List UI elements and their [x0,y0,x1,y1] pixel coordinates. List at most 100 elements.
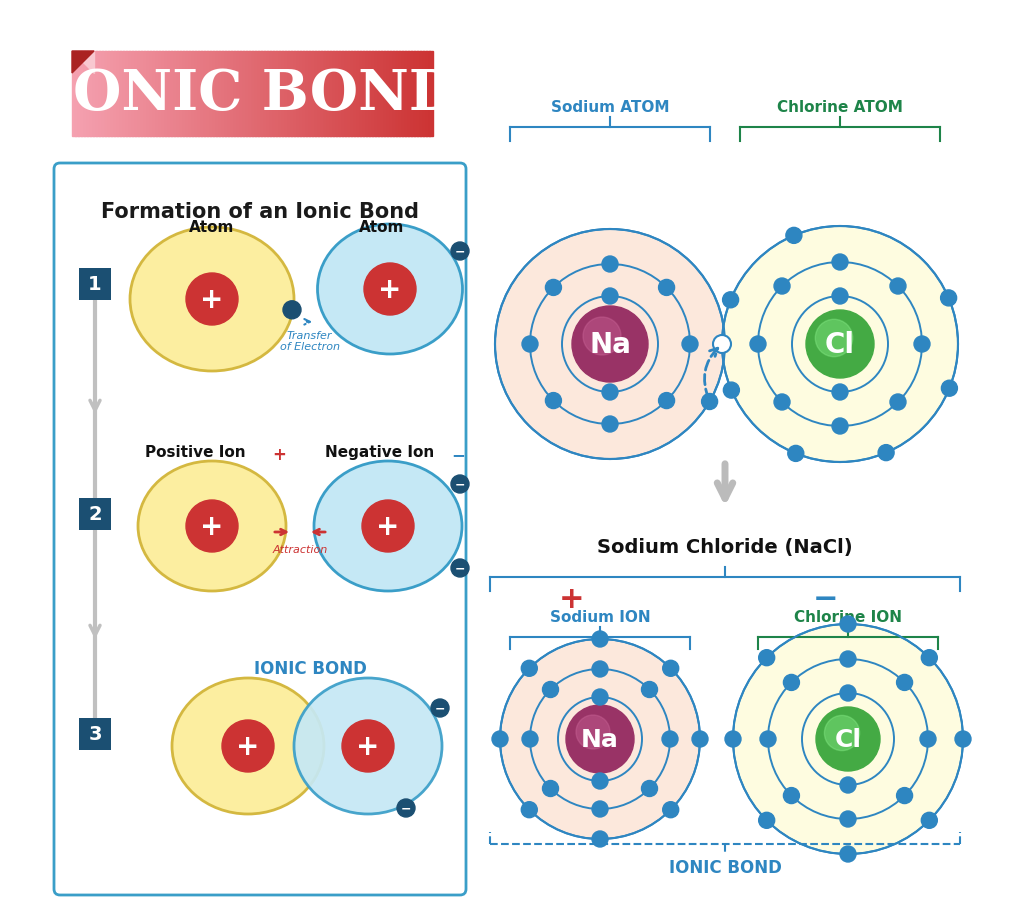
Text: −: − [435,702,445,715]
Bar [393,52,397,137]
Circle shape [840,652,856,667]
Bar [426,52,430,137]
Circle shape [451,560,469,577]
Bar [216,52,220,137]
Circle shape [897,675,912,691]
Bar [193,52,196,137]
Bar [108,52,112,137]
Bar [207,52,211,137]
Circle shape [922,812,937,828]
Circle shape [186,274,238,325]
Circle shape [592,773,608,789]
Circle shape [750,336,766,353]
Text: Atom: Atom [189,220,234,234]
Text: Attraction: Attraction [272,544,328,554]
Text: Negative Ion: Negative Ion [326,445,434,460]
Bar [138,52,142,137]
Circle shape [722,227,958,462]
Text: Transfer
of Electron: Transfer of Electron [280,331,340,352]
Bar [402,52,406,137]
Bar [330,52,334,137]
Ellipse shape [130,228,294,371]
Circle shape [840,617,856,632]
Circle shape [602,384,618,401]
Text: −: − [455,478,465,491]
Bar [318,52,322,137]
Circle shape [575,715,610,749]
Bar [321,52,325,137]
Text: Sodium ATOM: Sodium ATOM [551,100,670,116]
Bar [264,52,268,137]
Bar [111,52,115,137]
Bar [81,52,85,137]
Bar [252,52,256,137]
Circle shape [663,661,679,676]
Bar [195,52,199,137]
Text: Na: Na [581,727,618,751]
Circle shape [725,732,741,747]
Text: +: + [378,276,401,303]
Bar [183,52,187,137]
Bar [120,52,124,137]
Bar [249,52,253,137]
Text: +: + [272,446,286,463]
Polygon shape [72,52,94,74]
Bar [300,52,304,137]
Bar [168,52,172,137]
Circle shape [521,802,538,818]
Bar [198,52,202,137]
Text: +: + [237,732,260,760]
Bar [381,52,385,137]
Bar [312,52,316,137]
Ellipse shape [138,461,286,591]
Circle shape [495,230,725,460]
Text: Cl: Cl [825,331,855,358]
Circle shape [897,788,912,804]
Circle shape [602,416,618,433]
Circle shape [658,280,675,296]
Bar [123,52,127,137]
Circle shape [831,418,848,435]
Text: Positive Ion: Positive Ion [144,445,246,460]
Bar [417,52,421,137]
Circle shape [723,292,738,309]
Circle shape [500,640,700,839]
Text: −: − [451,446,465,463]
Circle shape [774,394,791,411]
Circle shape [760,732,776,747]
Polygon shape [72,52,94,74]
FancyBboxPatch shape [79,719,111,750]
Bar [84,52,88,137]
Bar [87,52,91,137]
Bar [270,52,274,137]
Bar [132,52,136,137]
Circle shape [759,812,775,828]
Circle shape [566,705,634,773]
Text: Cl: Cl [835,727,861,751]
Circle shape [840,686,856,701]
Bar [288,52,292,137]
Circle shape [342,720,394,772]
Bar [399,52,403,137]
Circle shape [682,336,698,353]
Bar [150,52,154,137]
Text: −: − [455,245,465,258]
Bar [396,52,400,137]
Circle shape [364,264,416,315]
Bar [387,52,391,137]
Ellipse shape [172,678,324,814]
Circle shape [920,732,936,747]
Bar [117,52,121,137]
Circle shape [955,732,971,747]
Circle shape [941,380,957,397]
Bar [171,52,175,137]
Bar [345,52,349,137]
Circle shape [543,780,558,797]
Bar [279,52,283,137]
Bar [129,52,133,137]
Bar [276,52,280,137]
Circle shape [522,336,538,353]
Circle shape [713,335,731,354]
Circle shape [831,384,848,401]
Circle shape [362,501,414,552]
